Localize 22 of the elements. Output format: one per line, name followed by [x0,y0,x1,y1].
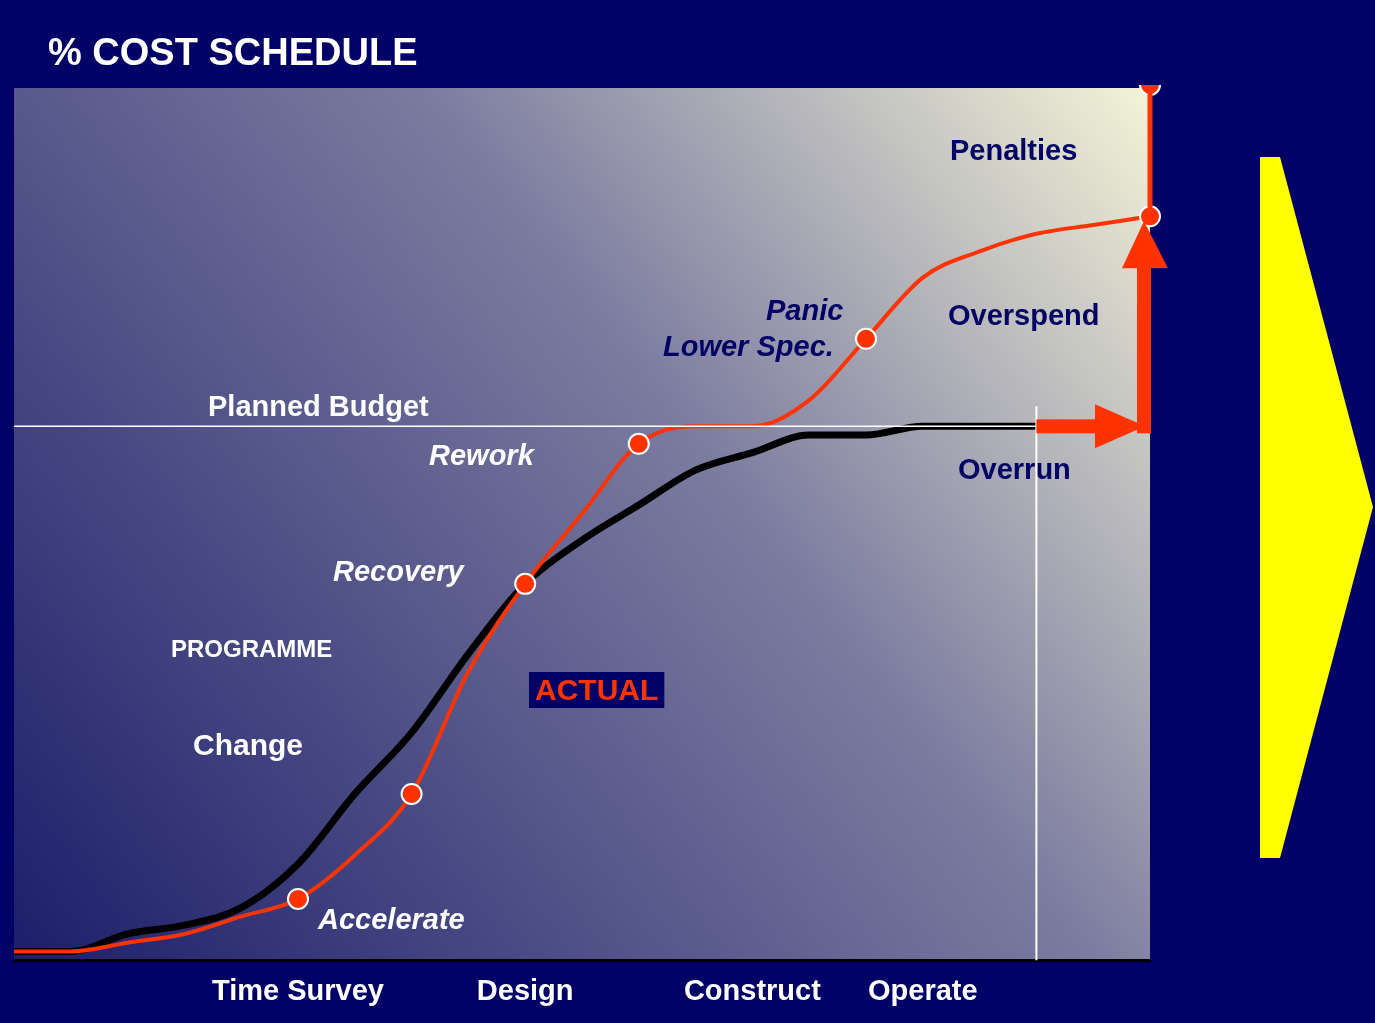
annotation: Change [193,728,304,761]
point [400,782,423,805]
annotation: Penalties [950,134,1078,166]
annotation: Overrun [958,453,1071,485]
point [855,327,877,350]
ref-line-label: Planned Budget [208,390,430,423]
point [514,572,537,595]
annotation: Lower Spec. [663,330,834,362]
point [287,887,309,910]
x-tick-label: Operate [868,973,978,1006]
point [627,432,650,455]
annotation: Rework [429,439,536,471]
annotation: Panic [766,294,844,326]
x-tick-label: Construct [683,973,822,1006]
annotation: Accelerate [317,903,465,935]
annotation: PROGRAMME [171,635,333,662]
x-tick-label: Design [476,973,574,1006]
series-label: ACTUAL [535,673,659,706]
annotation: Recovery [333,555,466,587]
x-tick-label: Time Survey [212,973,384,1006]
annotation: Overspend [948,299,1100,331]
chart-title: % COST SCHEDULE [48,31,418,73]
